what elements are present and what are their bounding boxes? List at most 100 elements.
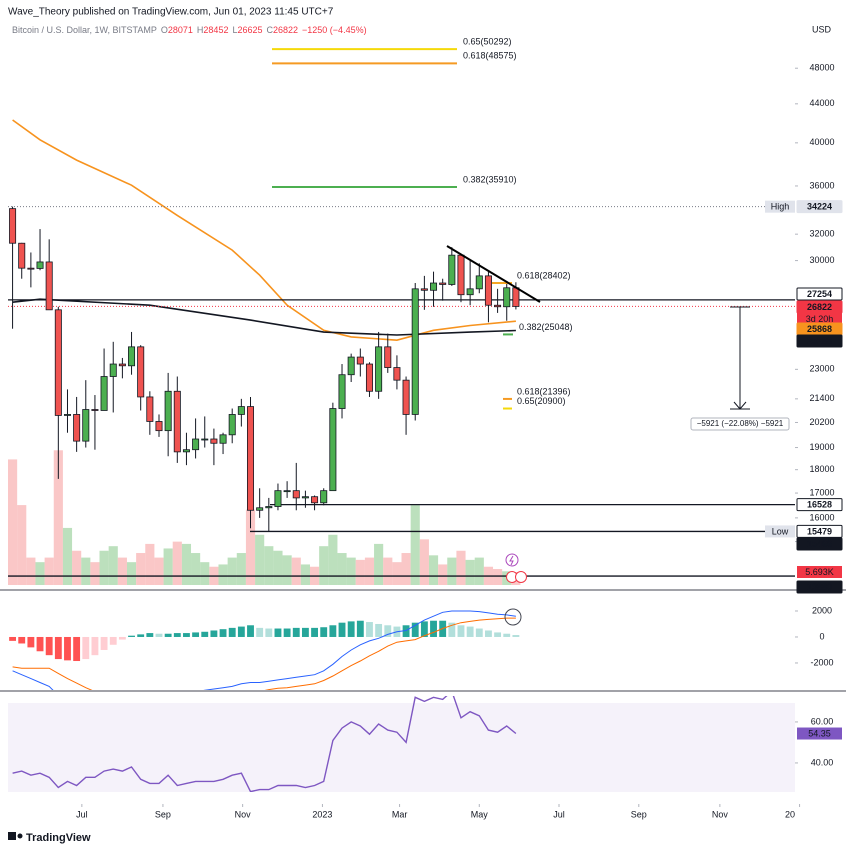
volume-badge-label: 5.693K <box>805 567 834 577</box>
volume-bar <box>145 543 155 585</box>
price-badge-label: 34224 <box>807 202 832 212</box>
macd-histogram-bar <box>512 635 520 637</box>
volume-bar <box>200 562 210 585</box>
candle-body <box>100 376 108 411</box>
ohlc-letter: O <box>161 25 168 35</box>
volume-bar <box>245 509 256 585</box>
macd-histogram-bar <box>82 636 90 660</box>
macd-histogram-bar <box>375 623 383 637</box>
ohlc-letter: L <box>232 25 237 35</box>
volume-bar <box>465 559 475 585</box>
macd-histogram-bar <box>411 622 419 637</box>
event-icon-glyph <box>509 555 514 566</box>
macd-histogram-bar <box>384 625 392 637</box>
volume-bar <box>364 557 375 585</box>
symbol: Bitcoin / U.S. Dollar, 1W, BITSTAMP <box>12 25 157 35</box>
candle-body <box>265 506 273 509</box>
volume-bar <box>383 557 393 585</box>
event-icon[interactable] <box>505 553 519 567</box>
volume-bar <box>337 553 347 585</box>
macd-histogram-bar <box>347 621 355 637</box>
candle-body <box>201 438 209 441</box>
candle-body <box>219 434 227 444</box>
macd-histogram-bar <box>457 625 465 637</box>
ohlc-value: 26822 <box>273 25 298 35</box>
measure-box <box>690 417 790 431</box>
y-tick-label: 18000 <box>809 464 834 474</box>
candle-body <box>36 261 44 269</box>
macd-histogram-bar <box>256 627 264 637</box>
macd-histogram-bar <box>164 633 172 637</box>
candle-body <box>365 363 373 392</box>
y-tick-label: 60.00 <box>811 716 834 726</box>
volume-bar <box>126 562 137 585</box>
price-badge <box>796 580 843 594</box>
x-tick-label: Mar <box>392 809 408 819</box>
price-badge <box>796 334 843 348</box>
ohlc-letter: C <box>267 25 274 35</box>
candle-body <box>338 374 346 409</box>
volume-bar <box>26 557 36 585</box>
macd-histogram-bar <box>146 633 154 637</box>
volume-bar <box>72 550 82 585</box>
rsi-pane <box>12 696 517 792</box>
volume-bar <box>8 459 18 585</box>
candle-body <box>411 288 419 415</box>
volume-bar <box>136 553 146 585</box>
candle-body <box>466 288 474 296</box>
candle-body <box>164 390 172 432</box>
candle-body <box>118 363 126 367</box>
y-tick-label: 40000 <box>809 137 834 147</box>
volume-bar <box>62 527 73 585</box>
macd-histogram-bar <box>265 628 273 637</box>
macd-line <box>12 617 516 690</box>
x-tick-label: 2023 <box>312 809 332 819</box>
ohlc-value: 26625 <box>237 25 262 35</box>
volume-bar <box>319 546 329 585</box>
candle-body <box>82 409 90 442</box>
candle-body <box>375 346 383 392</box>
fib-label: 0.618(28402) <box>517 270 571 280</box>
macd-histogram-bar <box>118 636 126 640</box>
volume-bar <box>17 505 27 585</box>
volume-bar <box>99 550 109 585</box>
event-icon[interactable] <box>515 571 527 583</box>
price-tag-label: Low <box>772 526 789 536</box>
y-tick-label: 21400 <box>809 393 834 403</box>
candle-body <box>182 449 190 453</box>
macd-histogram-bar <box>475 628 483 637</box>
candle-body <box>210 438 218 444</box>
countdown-label: 3d 20h <box>806 314 834 324</box>
candle-body <box>475 275 483 290</box>
candle-body <box>347 356 355 376</box>
candle-body <box>54 309 62 416</box>
candle-body <box>292 490 300 499</box>
macd-pane <box>9 610 520 690</box>
macd-histogram-bar <box>45 636 53 656</box>
macd-histogram-bar <box>201 631 209 637</box>
price-badge-label: 26822 <box>807 302 832 312</box>
candle-body <box>283 490 291 493</box>
volume-bar <box>282 555 292 585</box>
macd-histogram-bar <box>237 626 245 637</box>
candle-body <box>237 406 245 415</box>
volume-bar <box>447 557 457 585</box>
y-tick-label: 44000 <box>809 98 834 108</box>
volume-bar <box>163 548 173 585</box>
macd-histogram-bar <box>73 636 81 662</box>
macd-histogram-bar <box>183 633 190 637</box>
x-tick-label: Jul <box>553 809 565 819</box>
macd-histogram-bar <box>311 627 318 637</box>
candle-body <box>494 304 502 308</box>
ohlc-letter: H <box>197 25 204 35</box>
macd-histogram-bar <box>430 620 437 637</box>
macd-histogram-bar <box>18 636 26 644</box>
macd-histogram-bar <box>301 627 309 637</box>
macd-histogram-bar <box>9 636 17 641</box>
y-tick-label: 48000 <box>809 63 834 73</box>
candle-body <box>9 208 17 244</box>
macd-histogram-bar <box>485 630 492 637</box>
candle-body <box>503 287 511 308</box>
macd-histogram-bar <box>503 633 511 637</box>
